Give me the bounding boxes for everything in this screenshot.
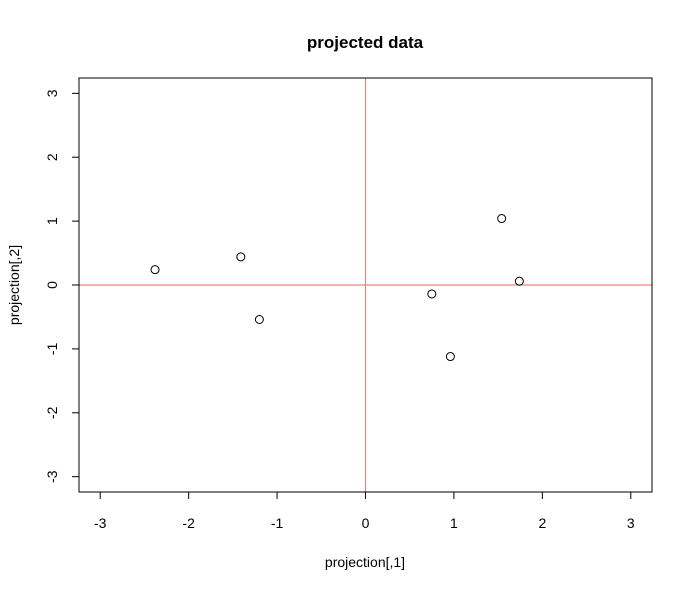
x-tick-label: -2 [182, 515, 195, 531]
data-point [427, 289, 437, 299]
data-point [497, 214, 507, 224]
y-tick-label: 3 [44, 89, 60, 97]
data-point [236, 252, 246, 262]
data-point [514, 276, 524, 286]
y-tick-label: -2 [44, 406, 60, 419]
x-tick-label: 1 [450, 515, 458, 531]
x-tick-label: 2 [538, 515, 546, 531]
data-point [254, 315, 264, 324]
y-tick-label: 1 [44, 217, 60, 225]
y-tick-label: -1 [44, 342, 60, 355]
y-axis-label: projection[,2] [6, 245, 22, 325]
x-tick-label: -1 [271, 515, 284, 531]
chart-title: projected data [307, 33, 424, 52]
data-point [150, 265, 160, 275]
x-tick-label: -3 [94, 515, 107, 531]
y-tick-label: 0 [44, 281, 60, 289]
y-tick-label: 2 [44, 153, 60, 161]
x-tick-label: 0 [362, 515, 370, 531]
data-point [445, 352, 455, 362]
y-tick-label: -3 [44, 470, 60, 483]
x-axis-label: projection[,1] [325, 554, 405, 570]
x-tick-label: 3 [627, 515, 635, 531]
plot-area: -3 -2 -1 0 1 2 3 -3 -2 -1 0 1 2 3 [44, 77, 653, 531]
